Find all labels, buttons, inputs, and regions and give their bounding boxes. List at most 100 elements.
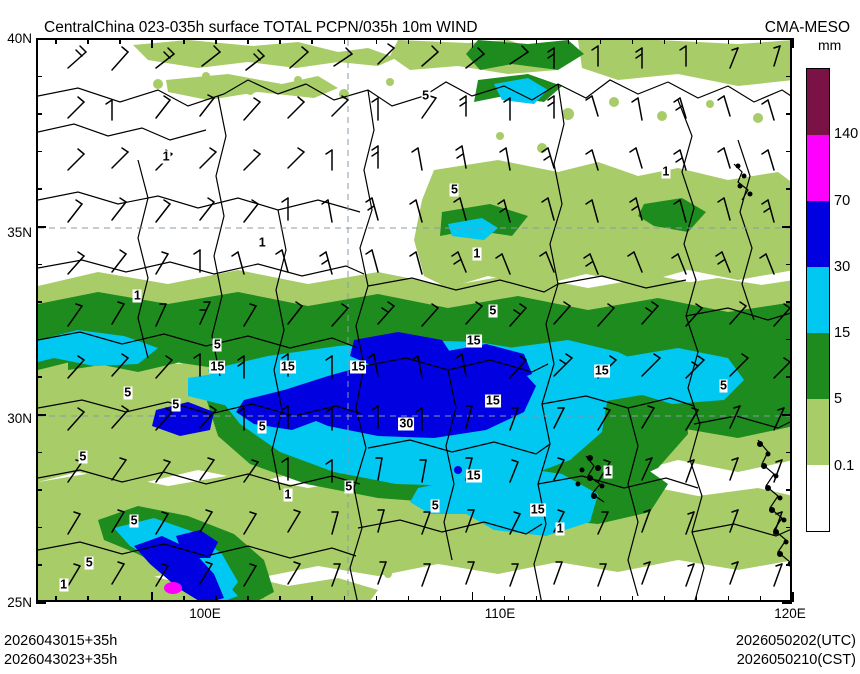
x-axis-tick (695, 596, 698, 602)
contour-label: 5 (212, 337, 222, 352)
x-axis-tick (87, 596, 89, 602)
x-axis-tick (599, 596, 602, 602)
y-axis-tick-right (786, 526, 792, 529)
x-axis-tick (759, 596, 762, 602)
x-axis-tick-top (792, 38, 794, 48)
x-axis-tick (471, 592, 474, 602)
contour-label: 1 (161, 149, 171, 164)
x-axis-tick (567, 596, 570, 602)
contour-label: 15 (484, 393, 501, 408)
y-axis-tick (36, 75, 42, 78)
x-axis-tick (247, 596, 249, 602)
x-axis-tick-top (343, 38, 346, 44)
init-time-utc-label: 2026043015+35h (4, 633, 118, 649)
colorbar-tick-label: 5 (834, 391, 843, 408)
x-axis-tick (375, 596, 378, 602)
x-axis-tick (343, 596, 346, 602)
contour-label: 15 (350, 359, 367, 374)
x-axis-tick (439, 596, 442, 602)
contour-label: 5 (421, 88, 431, 103)
colorbar-tick-label: 30 (834, 258, 851, 275)
y-axis-tick (36, 263, 42, 266)
y-axis-tick-right (786, 564, 792, 566)
contour-label: 1 (661, 164, 671, 179)
x-axis-tick-top (599, 38, 602, 44)
x-axis-tick (631, 596, 634, 602)
x-axis-tick (503, 596, 506, 602)
footer-left: 2026043015+35h 2026043023+35h (4, 632, 117, 670)
colorbar[interactable] (806, 68, 830, 532)
y-axis-tick (36, 150, 42, 153)
x-axis-tick-top (695, 38, 698, 44)
contour-label: 15 (465, 468, 482, 483)
contour-label: 5 (123, 385, 133, 400)
contour-label: 1 (257, 235, 267, 250)
x-axis-tick (151, 592, 153, 602)
contour-label: 1 (132, 288, 142, 303)
x-axis-tick (535, 596, 538, 602)
precip-svg (38, 40, 790, 600)
x-axis-tick (119, 596, 121, 602)
valid-time-cst-label: 2026050210(CST) (736, 652, 856, 668)
y-axis-tick-right (786, 301, 792, 303)
y-axis-tick-label: 35N (7, 225, 32, 240)
y-axis-tick (36, 338, 42, 341)
y-axis-tick-label: 25N (7, 595, 32, 610)
y-axis-tick (36, 38, 46, 40)
y-axis-tick (36, 489, 42, 491)
x-axis-tick-top (151, 38, 153, 48)
y-axis-tick (36, 376, 42, 378)
contour-label: 1 (283, 487, 293, 502)
colorbar-segment (807, 465, 829, 531)
colorbar-unit-label: mm (818, 37, 842, 53)
colorbar-segment (807, 267, 829, 333)
contour-label: 5 (129, 513, 139, 528)
y-axis-tick-right (786, 150, 792, 153)
x-axis-tick-top (407, 38, 410, 44)
x-axis-tick (183, 596, 185, 602)
x-axis-tick (792, 592, 794, 602)
x-axis-tick-top (663, 38, 666, 44)
valid-time-utc-label: 2026050202(UTC) (735, 633, 856, 649)
map-plot-area[interactable]: 5 1 1 1 5 1 1 5 15 15 5 5 15 15 15 5 5 15 30 5 5 15 1 1 5 5 15 1 5 5 1 (36, 38, 792, 602)
contour-label: 15 (593, 363, 610, 378)
contour-label: 5 (78, 449, 88, 464)
x-axis-tick (727, 596, 730, 602)
precipitation-field (38, 40, 790, 600)
y-axis-tick (36, 526, 42, 529)
x-axis-tick (663, 596, 666, 602)
y-axis-tick-right (786, 338, 792, 341)
x-axis-tick-top (439, 38, 442, 44)
contour-label: 15 (279, 359, 296, 374)
y-axis-tick (36, 564, 42, 566)
x-axis-tick-top (631, 38, 634, 44)
x-axis-tick-top (727, 38, 730, 44)
band-70-to-140 (164, 582, 182, 594)
x-axis-tick-top (503, 38, 506, 44)
y-axis-tick-right (782, 602, 792, 604)
colorbar-tick-label: 70 (834, 192, 851, 209)
x-axis-tick-top (567, 38, 570, 44)
x-axis-tick-top (759, 38, 762, 44)
page-title: CentralChina 023-035h surface TOTAL PCPN… (44, 19, 478, 36)
contour-label: 5 (719, 378, 728, 393)
x-axis-tick-top (311, 38, 313, 44)
contour-label: 5 (84, 555, 94, 570)
y-axis-tick-label: 40N (7, 31, 32, 46)
y-axis-tick-right (786, 113, 792, 115)
model-name-label: CMA-MESO (764, 19, 850, 36)
y-axis-tick-right (786, 451, 792, 454)
coastline-stipple (575, 163, 790, 567)
grid-lines (38, 40, 790, 600)
y-axis-tick-right (786, 75, 792, 78)
y-axis-tick-right (782, 414, 792, 416)
y-axis-tick (36, 414, 46, 416)
x-axis-tick-top (375, 38, 378, 44)
x-axis-tick-top (119, 38, 121, 44)
y-axis-tick (36, 451, 42, 454)
x-axis-tick-label: 120E (774, 606, 806, 621)
y-axis-tick-right (782, 226, 792, 228)
y-axis-tick-right (786, 188, 792, 190)
y-axis-tick-right (786, 489, 792, 491)
colorbar-segment (807, 333, 829, 399)
